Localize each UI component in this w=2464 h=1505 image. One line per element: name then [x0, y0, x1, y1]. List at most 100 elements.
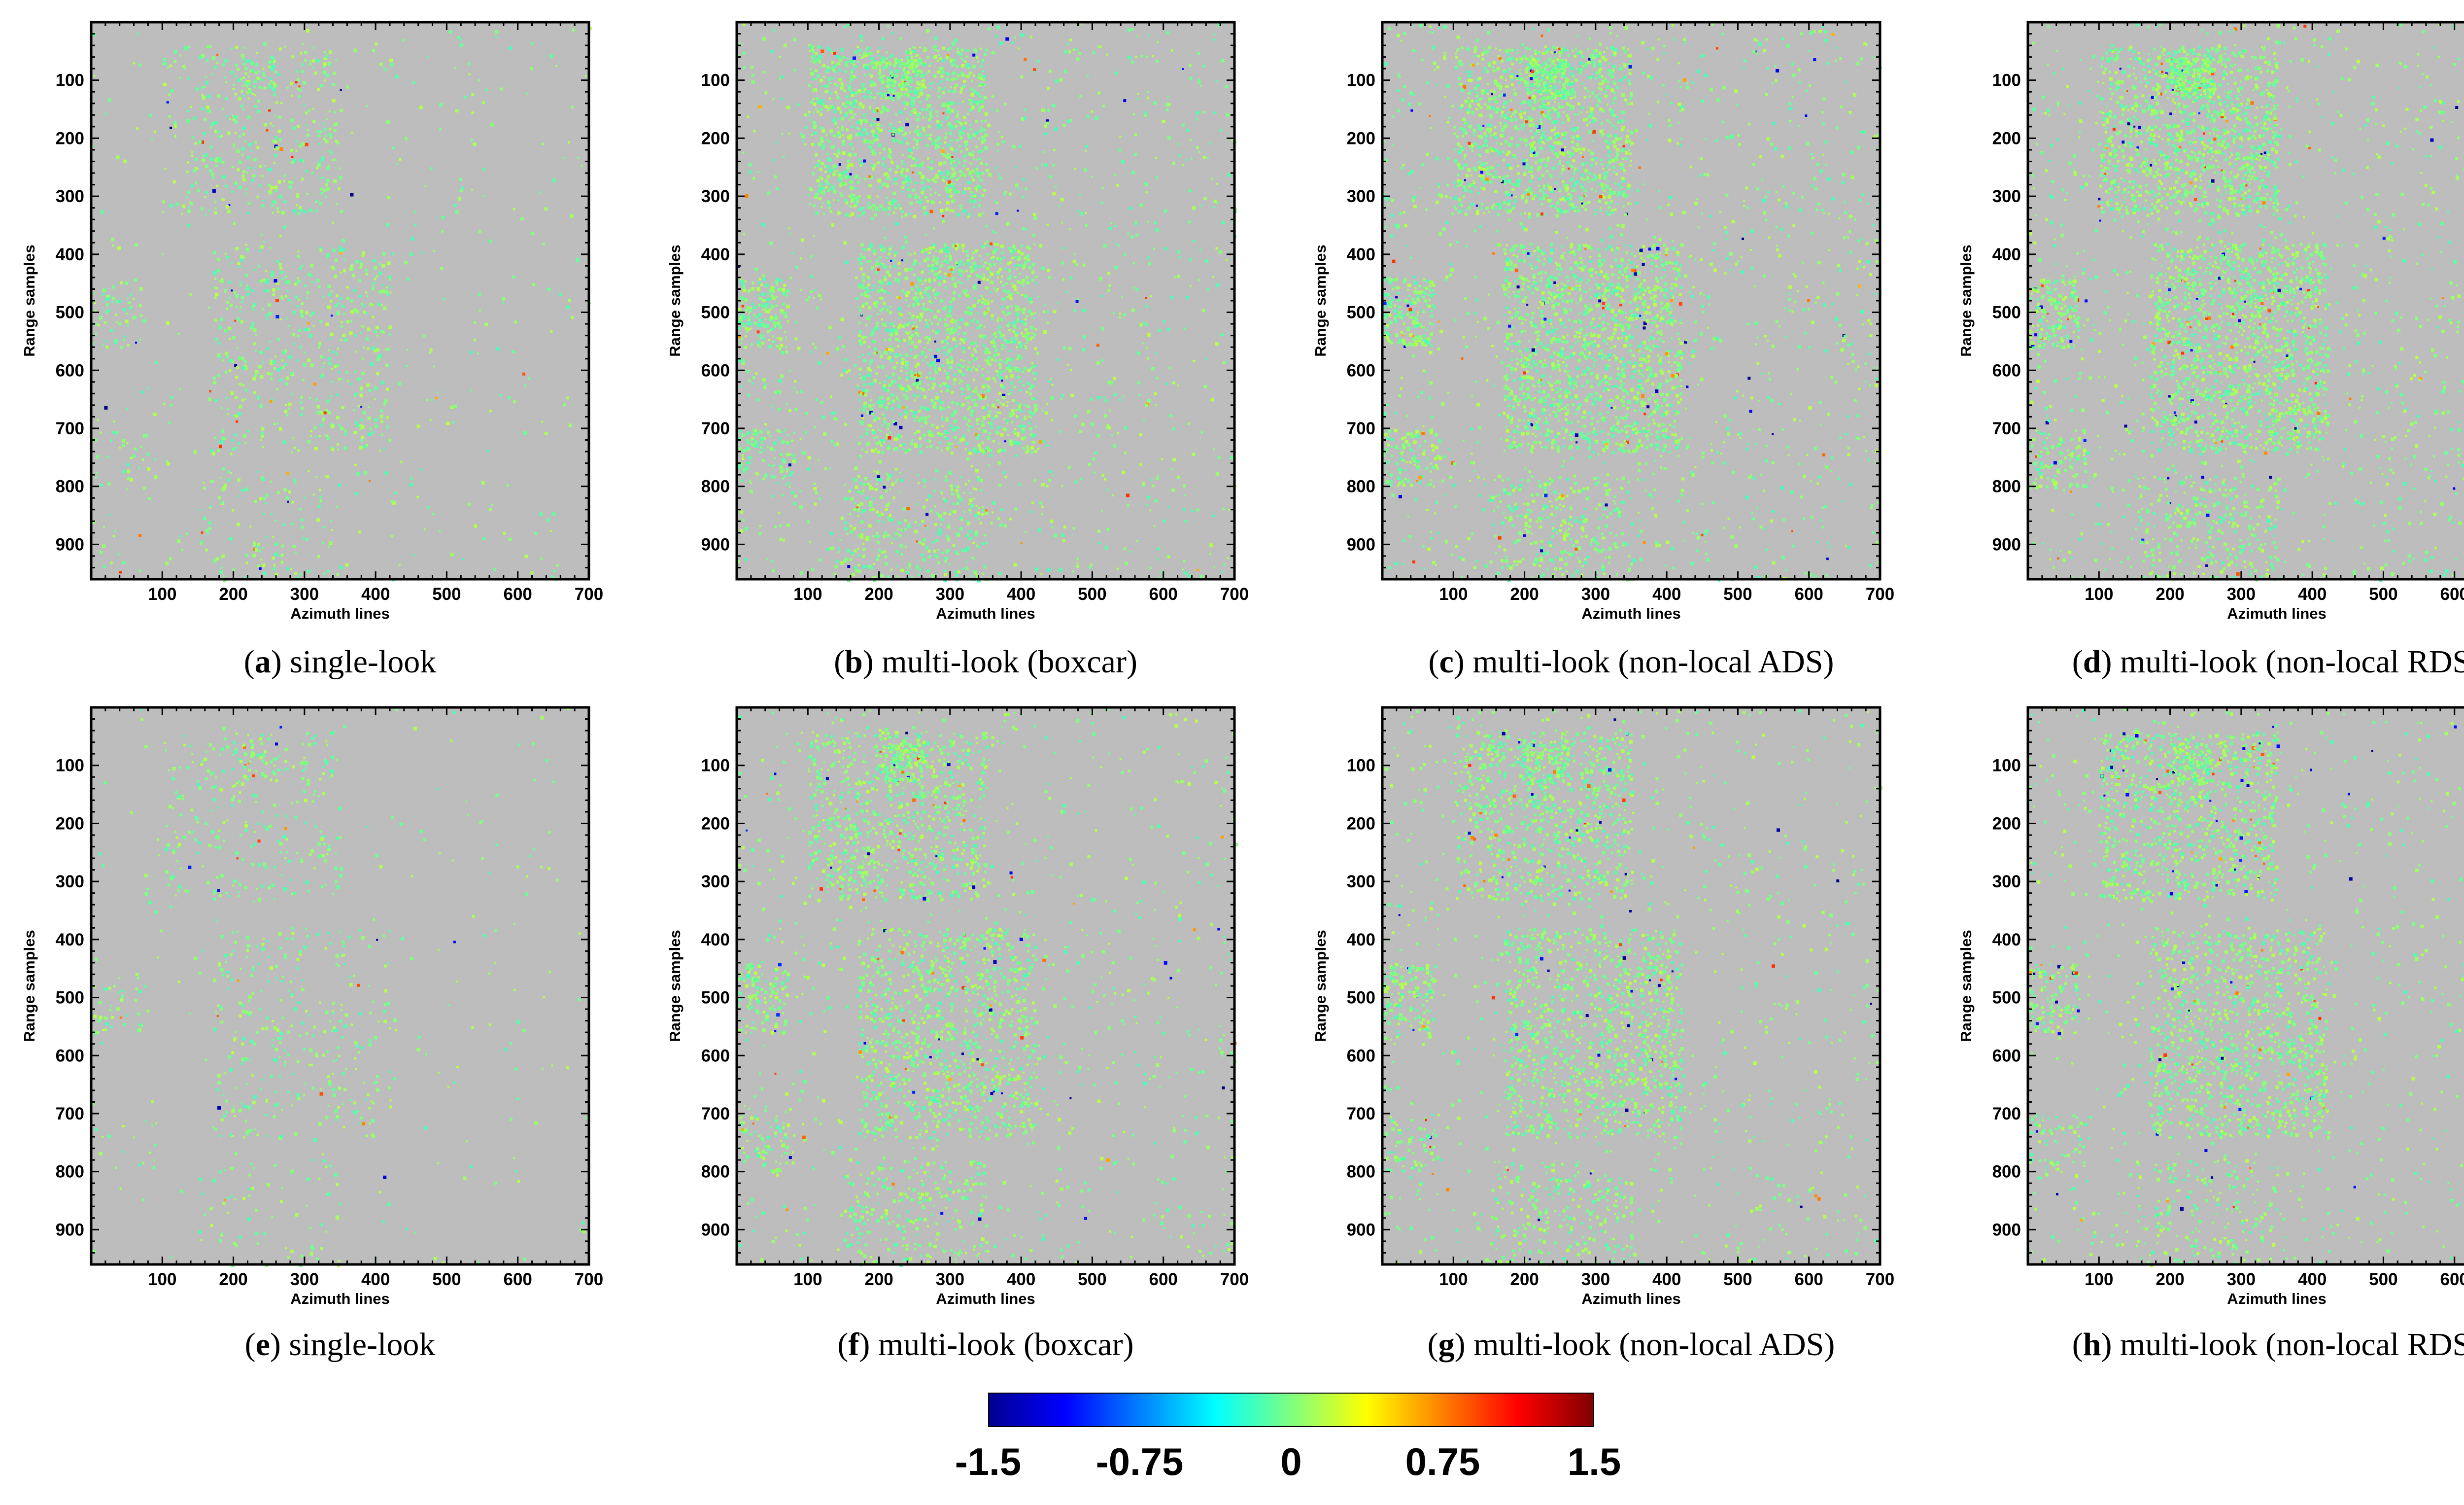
pixel — [237, 523, 240, 526]
pixel — [920, 70, 922, 72]
pixel — [375, 42, 378, 46]
pixel — [1075, 298, 1079, 302]
pixel — [95, 322, 98, 325]
pixel — [309, 315, 311, 317]
pixel — [201, 86, 204, 89]
pixel — [1014, 433, 1016, 435]
pixel — [908, 562, 912, 566]
pixel — [276, 491, 280, 494]
pixel — [339, 167, 341, 170]
pixel — [886, 328, 890, 332]
pixel — [745, 558, 748, 561]
pixel — [904, 175, 907, 177]
pixel — [1004, 375, 1008, 379]
pixel — [829, 105, 833, 108]
pixel — [931, 265, 935, 269]
pixel — [900, 534, 902, 537]
pixel — [974, 350, 977, 353]
pixel — [917, 283, 920, 285]
pixel — [1022, 312, 1025, 315]
pixel — [885, 503, 889, 507]
pixel — [312, 120, 316, 123]
pixel — [387, 261, 391, 265]
pixel — [786, 453, 789, 456]
pixel — [950, 484, 953, 488]
pixel — [812, 77, 815, 80]
pixel — [239, 383, 241, 386]
pixel — [958, 326, 961, 329]
pixel — [745, 466, 749, 470]
pixel — [886, 177, 889, 180]
pixel — [828, 207, 831, 210]
pixel — [114, 339, 118, 343]
pixel — [958, 442, 959, 444]
pixel — [767, 292, 769, 295]
pixel — [512, 350, 515, 353]
pixel — [222, 359, 224, 362]
pixel — [1024, 294, 1028, 298]
pixel — [316, 279, 320, 282]
pixel — [904, 132, 907, 136]
pixel — [270, 378, 273, 381]
pixel — [319, 489, 321, 491]
pixel — [455, 109, 459, 113]
pixel — [467, 503, 471, 506]
pixel — [992, 255, 995, 258]
pixel — [954, 83, 958, 87]
pixel — [331, 381, 334, 383]
pixel — [904, 268, 908, 272]
pixel — [235, 414, 239, 418]
pixel — [336, 203, 338, 206]
pixel — [1035, 275, 1038, 278]
pixel — [1101, 327, 1104, 331]
pixel — [959, 91, 962, 94]
pixel — [984, 119, 987, 122]
pixel — [328, 128, 331, 131]
pixel — [1028, 247, 1031, 250]
pixel — [856, 491, 858, 493]
pixel — [838, 78, 842, 82]
pixel — [816, 97, 819, 100]
pixel — [340, 89, 342, 91]
pixel — [217, 353, 221, 357]
pixel — [350, 299, 353, 303]
pixel — [1003, 334, 1005, 337]
pixel — [853, 526, 856, 530]
pixel — [970, 504, 974, 507]
pixel — [976, 165, 979, 167]
pixel — [280, 102, 283, 105]
pixel — [1085, 224, 1088, 227]
pixel — [972, 411, 975, 413]
pixel — [104, 288, 107, 290]
pixel — [944, 323, 948, 327]
pixel — [751, 437, 754, 441]
pixel — [915, 193, 917, 196]
pixel — [911, 97, 915, 101]
pixel — [386, 286, 388, 289]
pixel — [967, 408, 969, 411]
pixel — [873, 96, 876, 99]
pixel — [315, 398, 318, 401]
pixel — [741, 314, 745, 317]
pixel — [868, 404, 872, 408]
pixel — [315, 436, 318, 438]
pixel — [276, 210, 279, 213]
pixel — [821, 129, 825, 133]
pixel — [1188, 574, 1192, 578]
pixel — [842, 142, 845, 146]
pixel — [233, 143, 236, 146]
pixel — [969, 199, 973, 203]
pixel — [878, 460, 882, 464]
pixel — [917, 82, 921, 86]
pixel — [462, 558, 465, 560]
pixel — [242, 434, 246, 438]
pixel — [381, 264, 385, 268]
pixel — [967, 546, 970, 549]
pixel — [993, 502, 995, 505]
pixel — [269, 400, 273, 403]
pixel — [975, 119, 978, 123]
pixel — [990, 280, 992, 283]
pixel — [838, 174, 842, 177]
pixel — [443, 298, 445, 300]
pixel — [481, 481, 485, 485]
